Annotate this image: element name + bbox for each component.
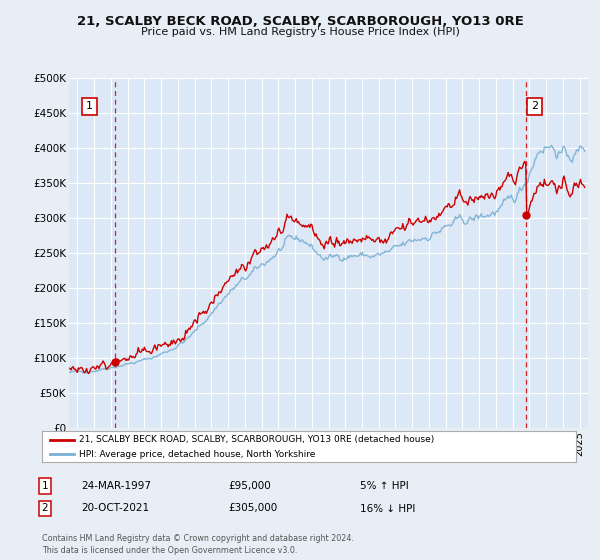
Text: 1: 1 [86,101,93,111]
Text: Price paid vs. HM Land Registry's House Price Index (HPI): Price paid vs. HM Land Registry's House … [140,27,460,37]
Text: 21, SCALBY BECK ROAD, SCALBY, SCARBOROUGH, YO13 0RE (detached house): 21, SCALBY BECK ROAD, SCALBY, SCARBOROUG… [79,435,434,444]
Text: HPI: Average price, detached house, North Yorkshire: HPI: Average price, detached house, Nort… [79,450,316,459]
Text: £305,000: £305,000 [228,503,277,514]
Text: 24-MAR-1997: 24-MAR-1997 [81,481,151,491]
Text: 20-OCT-2021: 20-OCT-2021 [81,503,149,514]
Text: Contains HM Land Registry data © Crown copyright and database right 2024.
This d: Contains HM Land Registry data © Crown c… [42,534,354,555]
Text: 1: 1 [41,481,49,491]
Text: 2: 2 [41,503,49,514]
Text: 21, SCALBY BECK ROAD, SCALBY, SCARBOROUGH, YO13 0RE: 21, SCALBY BECK ROAD, SCALBY, SCARBOROUG… [77,15,523,28]
Text: 16% ↓ HPI: 16% ↓ HPI [360,503,415,514]
Text: 2: 2 [531,101,538,111]
Text: £95,000: £95,000 [228,481,271,491]
Text: 5% ↑ HPI: 5% ↑ HPI [360,481,409,491]
